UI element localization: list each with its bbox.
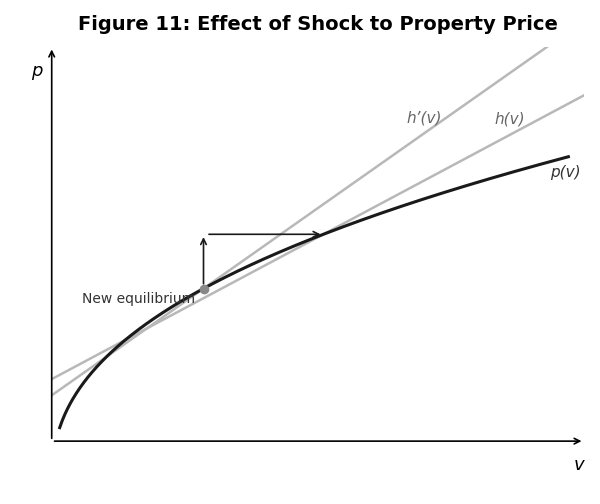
Title: Figure 11: Effect of Shock to Property Price: Figure 11: Effect of Shock to Property P…: [78, 15, 558, 34]
Text: p(v): p(v): [550, 165, 580, 180]
Text: p: p: [31, 62, 43, 81]
Text: h’(v): h’(v): [407, 110, 442, 125]
Text: h(v): h(v): [494, 112, 525, 127]
Text: New equilibrium: New equilibrium: [82, 292, 196, 306]
Text: v: v: [574, 456, 584, 474]
